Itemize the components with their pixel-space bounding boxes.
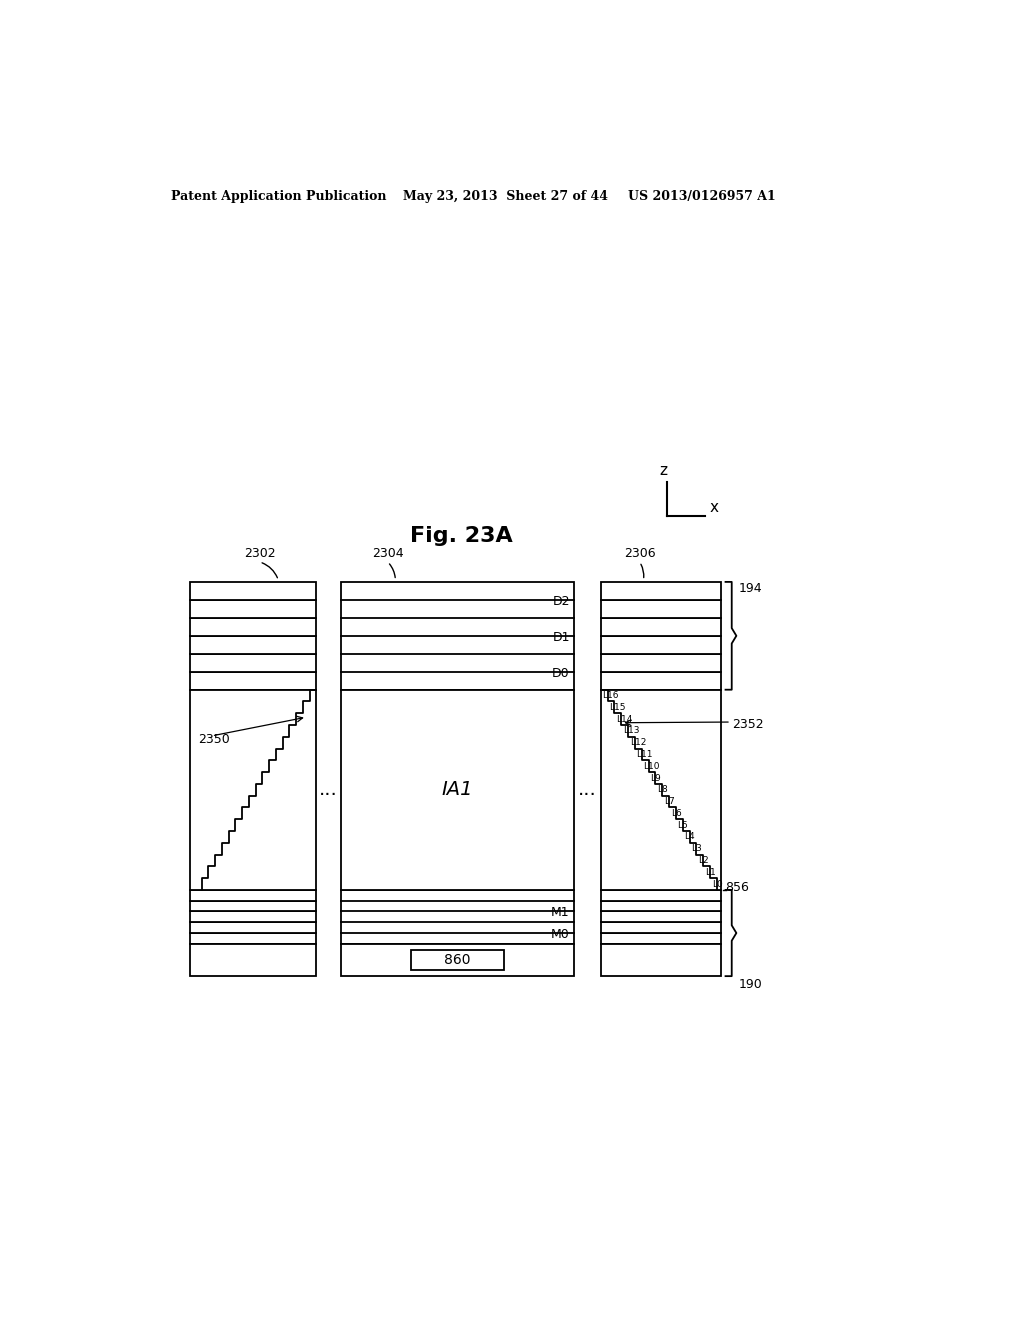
Text: z: z <box>659 463 668 478</box>
Bar <box>601 900 721 911</box>
Text: L3: L3 <box>691 845 701 853</box>
Bar <box>601 672 721 689</box>
Bar <box>190 911 316 923</box>
Text: D2: D2 <box>552 595 569 609</box>
Bar <box>601 599 721 618</box>
Bar <box>601 933 721 944</box>
Text: L0: L0 <box>712 879 723 888</box>
Text: L4: L4 <box>684 833 695 841</box>
Bar <box>190 923 316 933</box>
Bar <box>190 582 316 599</box>
Text: L8: L8 <box>657 785 668 795</box>
Text: L6: L6 <box>671 809 681 818</box>
Text: ...: ... <box>578 780 597 800</box>
Bar <box>190 653 316 672</box>
Text: M1: M1 <box>551 906 569 919</box>
Text: 2350: 2350 <box>198 733 229 746</box>
Text: 2302: 2302 <box>244 548 275 561</box>
Text: L7: L7 <box>664 797 675 807</box>
Bar <box>601 653 721 672</box>
Text: M0: M0 <box>551 928 569 941</box>
Bar <box>190 944 316 977</box>
Text: 2306: 2306 <box>624 548 655 561</box>
Text: 2304: 2304 <box>372 548 403 561</box>
Bar <box>601 890 721 900</box>
Bar <box>190 618 316 636</box>
Text: L10: L10 <box>643 762 659 771</box>
Bar <box>601 582 721 599</box>
Bar <box>190 672 316 689</box>
Bar <box>190 900 316 911</box>
Text: US 2013/0126957 A1: US 2013/0126957 A1 <box>628 190 775 203</box>
Bar <box>190 933 316 944</box>
Bar <box>601 689 721 890</box>
Bar <box>190 890 316 900</box>
Bar <box>190 599 316 618</box>
Text: IA1: IA1 <box>441 780 473 800</box>
Text: L14: L14 <box>616 714 633 723</box>
Text: D1: D1 <box>552 631 569 644</box>
Bar <box>341 944 573 977</box>
Text: 856: 856 <box>726 880 750 894</box>
Bar <box>601 911 721 923</box>
Text: 190: 190 <box>738 978 763 991</box>
Bar <box>341 689 573 890</box>
Bar <box>190 689 316 890</box>
Text: L13: L13 <box>623 726 639 735</box>
Text: L9: L9 <box>650 774 660 783</box>
Text: L1: L1 <box>705 867 716 876</box>
Bar <box>341 582 573 689</box>
Text: L11: L11 <box>637 750 653 759</box>
Text: 860: 860 <box>444 953 471 968</box>
Bar <box>601 923 721 933</box>
Bar <box>601 618 721 636</box>
Text: ...: ... <box>319 780 338 800</box>
Text: May 23, 2013  Sheet 27 of 44: May 23, 2013 Sheet 27 of 44 <box>403 190 608 203</box>
Bar <box>411 950 504 970</box>
Text: Fig. 23A: Fig. 23A <box>410 525 513 545</box>
Text: x: x <box>710 500 718 515</box>
Text: L12: L12 <box>630 738 646 747</box>
Text: L5: L5 <box>678 821 688 830</box>
Text: 2352: 2352 <box>732 718 764 731</box>
Bar <box>190 636 316 653</box>
Bar <box>601 636 721 653</box>
Text: L15: L15 <box>609 702 626 711</box>
Bar <box>341 890 573 944</box>
Text: L16: L16 <box>602 692 618 700</box>
Text: Patent Application Publication: Patent Application Publication <box>171 190 386 203</box>
Text: D0: D0 <box>552 667 569 680</box>
Text: 194: 194 <box>738 582 762 595</box>
Text: L2: L2 <box>698 855 709 865</box>
Bar <box>601 944 721 977</box>
